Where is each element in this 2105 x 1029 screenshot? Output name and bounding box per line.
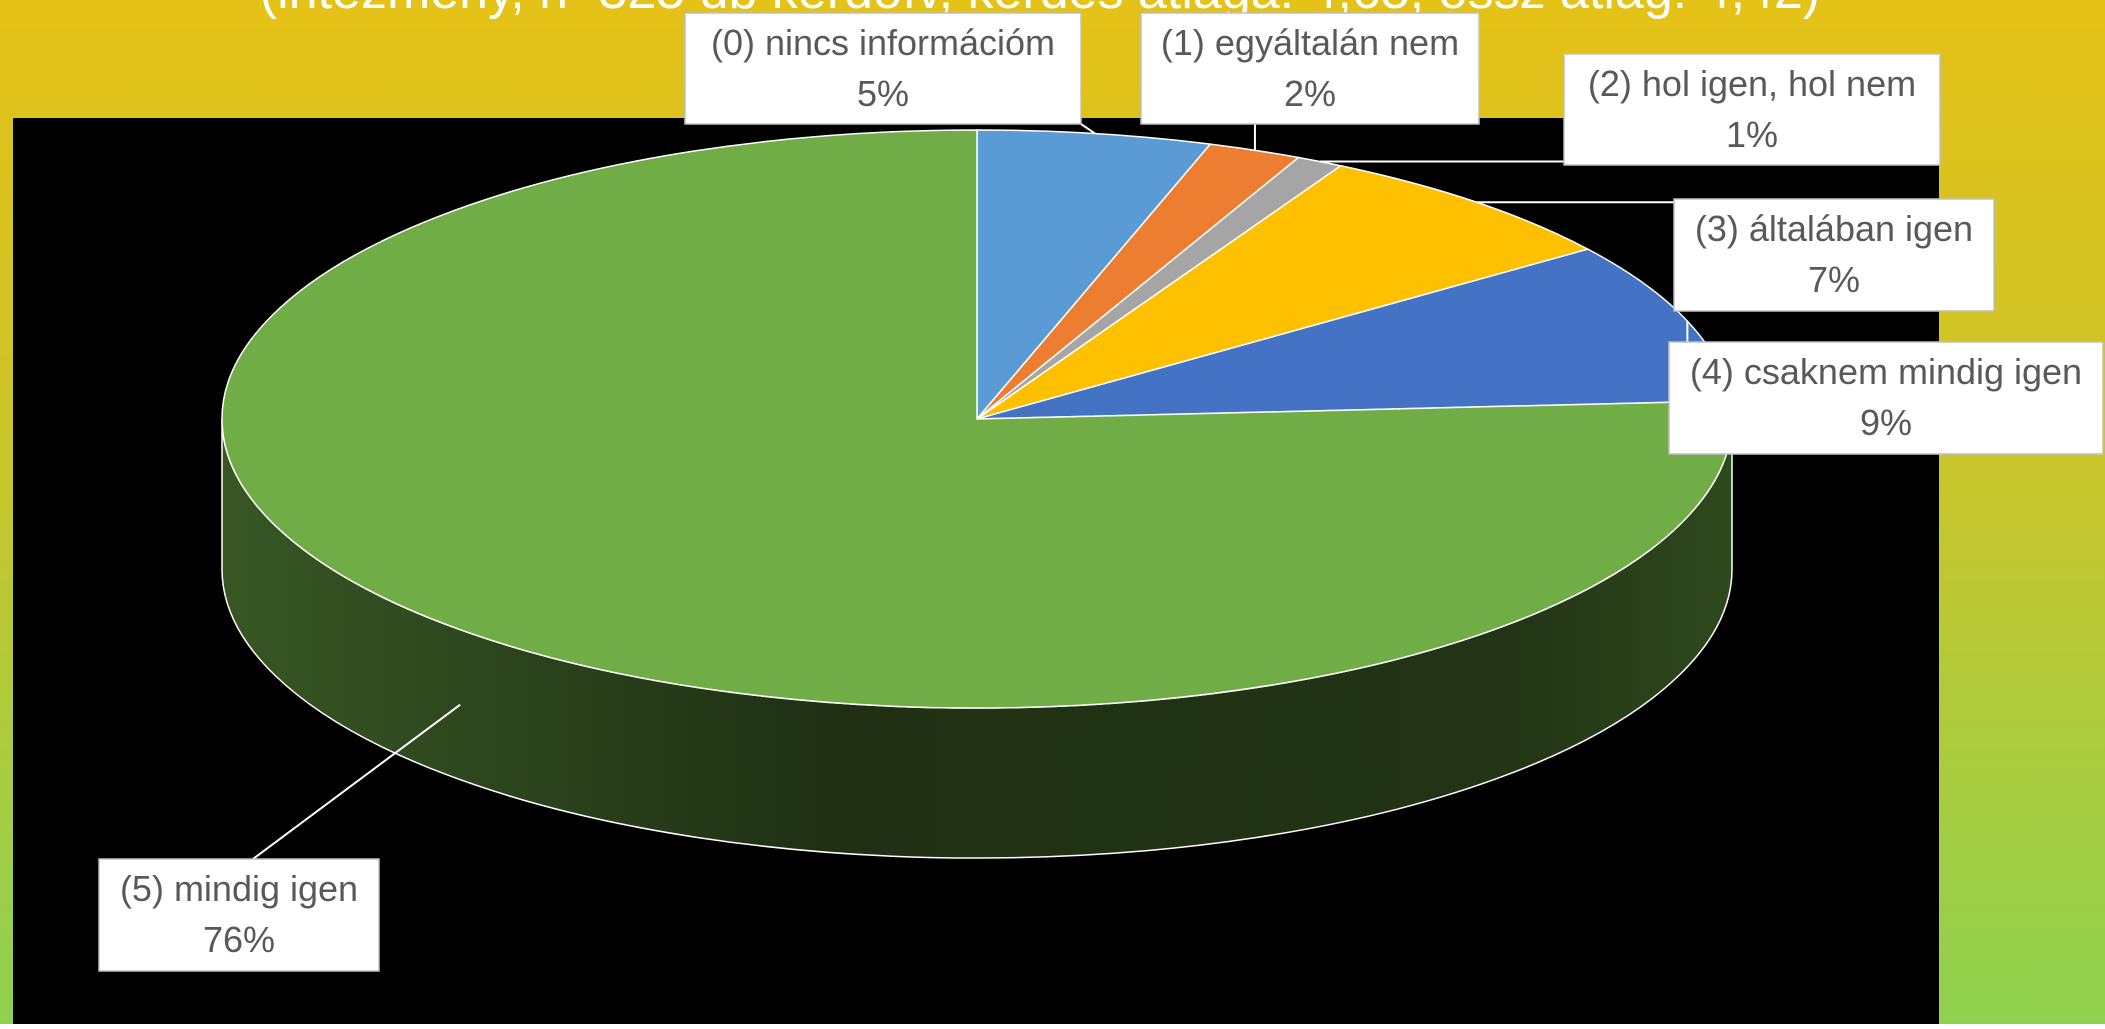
label-box [684,12,1082,125]
category-label: (0) nincs információm [711,22,1055,63]
value-label: 76% [203,919,275,960]
pie-slice [221,129,1733,709]
leader-line [252,703,461,860]
label-box [1140,12,1480,125]
pie-slice [976,129,1212,422]
label-box [1673,198,1995,312]
value-label: 9% [1860,402,1912,443]
leader-line [1080,123,1096,135]
label-box [1668,341,2104,455]
pie-slice [976,164,1590,420]
category-label: (4) csaknem mindig igen [1690,351,2082,392]
category-label: (1) egyáltalán nem [1161,22,1459,63]
category-label: (5) mindig igen [120,868,358,909]
pie-top [221,129,1733,709]
value-label: 2% [1284,73,1336,114]
label-box [1563,53,1941,166]
category-label: (2) hol igen, hol nem [1588,63,1916,104]
value-label: 7% [1808,259,1860,300]
label-box [98,858,380,972]
value-label: 5% [857,73,909,114]
data-labels: (0) nincs információm 5% (1) egyáltalán ne… [98,12,2104,972]
value-label: 1% [1726,114,1778,155]
category-label: (3) általában igen [1695,208,1973,249]
